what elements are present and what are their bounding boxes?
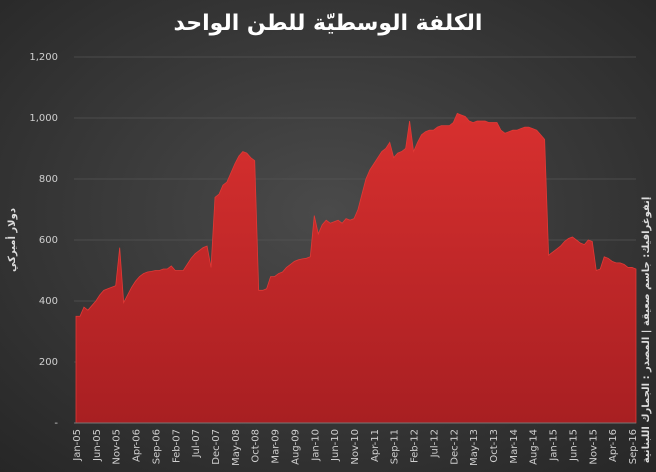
x-tick-label: Jan-10 <box>310 429 321 462</box>
x-tick-label: Apr-06 <box>132 429 143 462</box>
x-tick-label: May-08 <box>231 429 242 466</box>
y-tick-label: 600 <box>39 235 58 246</box>
x-tick-label: Oct-13 <box>489 429 500 463</box>
x-tick-label: Sep-16 <box>628 429 639 464</box>
x-tick-label: Mar-09 <box>271 429 282 464</box>
x-tick-label: Nov-15 <box>588 429 599 465</box>
x-tick-label: Nov-05 <box>112 429 123 465</box>
area <box>75 112 637 424</box>
source-note: إنفوغرافيك: جاسم صعيقة | المصدر : الجمار… <box>641 197 652 464</box>
x-tick-label: Jul-12 <box>429 429 440 458</box>
x-tick-label: Nov-10 <box>350 429 361 465</box>
x-tick-label: Aug-14 <box>529 429 540 465</box>
x-tick-label: Jun-05 <box>92 429 103 462</box>
chart-title: الكلفة الوسطيّة للطن الواحد <box>174 11 483 36</box>
x-tick-label: Aug-09 <box>290 429 301 465</box>
y-axis-label: دولار أميركي <box>5 208 18 272</box>
x-tick-label: Jul-07 <box>191 429 202 458</box>
x-tick-label: Jan-15 <box>549 429 560 462</box>
x-tick-label: Sep-06 <box>151 429 162 464</box>
y-tick-label: 1,000 <box>29 113 58 124</box>
y-tick-label: 400 <box>39 296 58 307</box>
y-tick-label: 1,200 <box>29 52 58 63</box>
y-tick-label: - <box>54 418 58 429</box>
x-tick-label: Feb-07 <box>171 429 182 463</box>
x-tick-label: Oct-08 <box>251 429 262 463</box>
x-tick-label: Dec-12 <box>449 429 460 465</box>
x-tick-label: Feb-12 <box>410 429 421 463</box>
x-tick-label: Dec-07 <box>211 429 222 465</box>
x-tick-label: Mar-14 <box>509 429 520 464</box>
x-tick-label: Apr-16 <box>608 429 619 462</box>
y-tick-label: 200 <box>39 357 58 368</box>
x-tick-label: Jan-05 <box>72 429 83 462</box>
x-tick-label: Jun-15 <box>568 429 579 462</box>
x-tick-label: Jun-10 <box>330 429 341 462</box>
x-tick-label: Apr-11 <box>370 429 381 462</box>
x-tick-label: May-13 <box>469 429 480 466</box>
x-tick-label: Sep-11 <box>390 429 401 464</box>
y-tick-label: 800 <box>39 174 58 185</box>
